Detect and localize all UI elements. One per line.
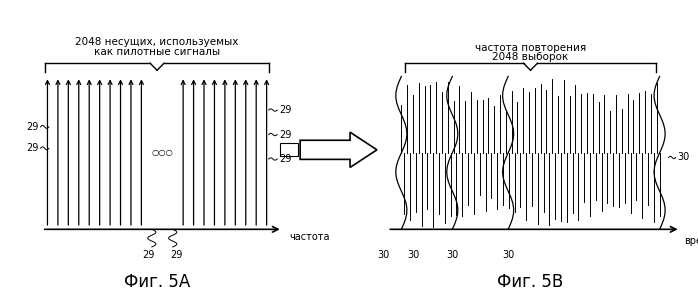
Text: 30: 30 bbox=[446, 250, 459, 260]
Text: 30: 30 bbox=[502, 250, 514, 260]
Text: 29: 29 bbox=[26, 143, 38, 153]
Text: 30: 30 bbox=[407, 250, 419, 260]
Text: 30: 30 bbox=[677, 153, 690, 163]
Text: Фиг. 5В: Фиг. 5В bbox=[498, 273, 563, 291]
Text: 2048 выборок: 2048 выборок bbox=[492, 52, 569, 62]
Text: 29: 29 bbox=[279, 105, 292, 115]
Text: 2048 несущих, используемых: 2048 несущих, используемых bbox=[75, 37, 239, 47]
Text: 29: 29 bbox=[26, 122, 38, 132]
Text: 29: 29 bbox=[142, 250, 154, 260]
Text: 29: 29 bbox=[279, 130, 292, 140]
Text: 29: 29 bbox=[279, 154, 292, 164]
Text: частота повторения: частота повторения bbox=[475, 43, 586, 53]
Text: время: время bbox=[684, 236, 698, 246]
Text: Фиг. 5А: Фиг. 5А bbox=[124, 273, 190, 291]
Text: 29: 29 bbox=[170, 250, 182, 260]
Polygon shape bbox=[300, 132, 377, 168]
Text: как пилотные сигналы: как пилотные сигналы bbox=[94, 47, 220, 57]
Text: частота: частота bbox=[290, 232, 330, 242]
FancyBboxPatch shape bbox=[280, 143, 298, 156]
Text: ○○○: ○○○ bbox=[151, 148, 173, 157]
Text: 30: 30 bbox=[378, 250, 390, 260]
